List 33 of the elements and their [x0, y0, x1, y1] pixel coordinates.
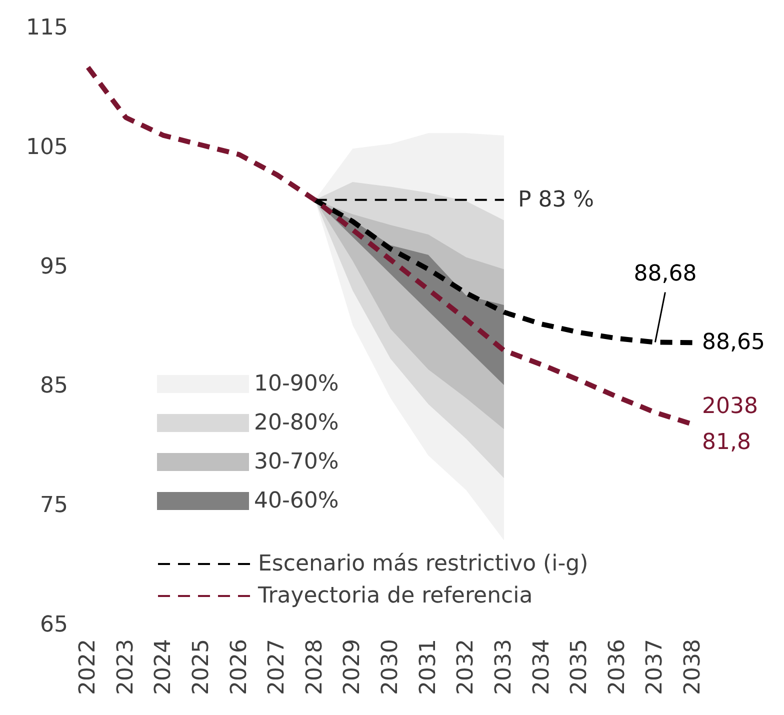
legend-label: 20-80% [254, 410, 339, 436]
x-tick-label: 2038 [680, 639, 706, 695]
y-tick-label: 85 [40, 374, 68, 399]
x-tick-label: 2030 [378, 639, 403, 695]
x-tick-label: 2024 [151, 639, 176, 695]
x-tick-label: 2027 [264, 639, 290, 695]
x-tick-label: 2025 [188, 639, 214, 695]
data-label: 2038 81,8 [702, 394, 758, 455]
y-tick-label: 95 [40, 254, 68, 280]
y-tick-label: 115 [26, 16, 68, 40]
y-tick-label: 65 [40, 612, 68, 638]
x-tick-label: 2037 [642, 639, 668, 695]
data-label: 88,68 [634, 262, 697, 287]
legend-label: 10-90% [254, 372, 339, 396]
x-tick-label: 2022 [76, 639, 100, 695]
x-tick-label: 2032 [454, 639, 479, 695]
legend-label: 30-70% [254, 450, 339, 474]
annotation: P 83 % [518, 187, 594, 212]
x-tick-label: 2031 [416, 639, 441, 695]
y-tick-label: 105 [26, 134, 68, 160]
legend-label: 40-60% [254, 488, 339, 514]
data-label: 88,65 [702, 330, 766, 356]
x-tick-label: 2026 [226, 639, 252, 695]
x-tick-label: 2023 [113, 639, 138, 695]
x-tick-label: 2033 [491, 639, 516, 695]
legend-label: Escenario más restrictivo (i-g) [258, 552, 588, 576]
y-tick-label: 75 [40, 493, 68, 518]
legend-label: Trayectoria de referencia [257, 584, 533, 608]
x-tick-label: 2028 [302, 639, 328, 695]
x-tick-label: 2035 [567, 639, 592, 695]
x-tick-label: 2029 [340, 639, 366, 695]
x-tick-label: 2034 [529, 639, 554, 695]
x-tick-label: 2036 [604, 639, 630, 695]
